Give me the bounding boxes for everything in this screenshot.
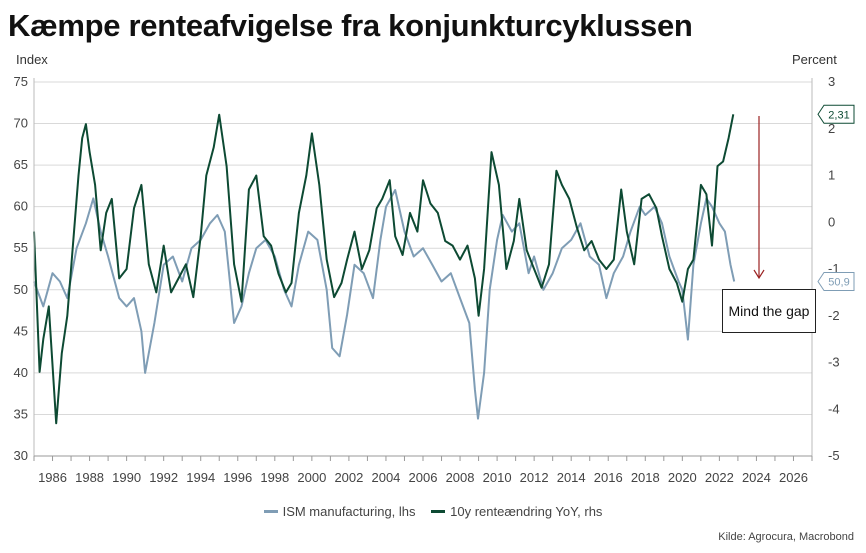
right-tick-label: -4	[828, 401, 840, 416]
left-tick-label: 70	[14, 116, 28, 131]
chart-title: Kæmpe renteafvigelse fra konjunkturcyklu…	[8, 8, 693, 43]
left-tick-label: 55	[14, 240, 28, 255]
rate-end-label-value: 2,31	[828, 109, 849, 121]
x-tick-label: 1986	[38, 470, 67, 485]
ism-end-label-box	[817, 271, 855, 291]
ism-series-line	[33, 189, 736, 420]
legend-label-rate: 10y renteændring YoY, rhs	[450, 504, 603, 519]
right-axis-unit: Percent	[792, 52, 837, 67]
left-tick-label: 65	[14, 157, 28, 172]
rate-end-label-box	[817, 104, 855, 124]
mind-the-gap-box: Mind the gap	[722, 289, 816, 333]
legend-item-ism: ISM manufacturing, lhs	[263, 504, 416, 519]
left-tick-label: 50	[14, 282, 28, 297]
left-tick-label: 75	[14, 74, 28, 89]
x-tick-label: 1994	[186, 470, 215, 485]
right-tick-label: 3	[828, 74, 835, 89]
x-tick-label: 2004	[371, 470, 400, 485]
x-tick-label: 1996	[223, 470, 252, 485]
legend-item-rate: 10y renteændring YoY, rhs	[431, 504, 602, 519]
right-tick-label: -3	[828, 355, 840, 370]
legend-swatch-rate	[431, 510, 446, 513]
ism-end-label-value: 50,9	[828, 276, 849, 288]
right-tick-label: 2	[828, 121, 835, 136]
x-tick-label: 1992	[149, 470, 178, 485]
series-lines	[33, 113, 736, 425]
x-tick-label: 1990	[112, 470, 141, 485]
right-tick-label: -5	[828, 448, 840, 463]
left-tick-label: 30	[14, 448, 28, 463]
x-tick-label: 2022	[705, 470, 734, 485]
x-tick-label: 2008	[446, 470, 475, 485]
rate-series-line	[33, 113, 735, 425]
right-tick-label: 0	[828, 214, 835, 229]
gap-arrow-head	[753, 269, 765, 280]
x-tick-label: 2018	[631, 470, 660, 485]
x-tick-label: 2024	[742, 470, 771, 485]
x-tick-label: 2026	[779, 470, 808, 485]
x-tick-label: 2006	[409, 470, 438, 485]
right-tick-label: 1	[828, 168, 835, 183]
legend: ISM manufacturing, lhs 10y renteændring …	[0, 501, 866, 519]
x-tick-label: 1998	[260, 470, 289, 485]
left-tick-label: 45	[14, 323, 28, 338]
right-tick-label: -2	[828, 308, 840, 323]
left-tick-label: 40	[14, 365, 28, 380]
legend-swatch-ism	[263, 510, 278, 513]
x-tick-label: 2000	[297, 470, 326, 485]
x-tick-label: 2010	[483, 470, 512, 485]
annotations: 2,31 50,9	[753, 104, 855, 291]
x-tick-label: 2016	[594, 470, 623, 485]
right-tick-label: -1	[828, 261, 840, 276]
x-tick-label: 2012	[520, 470, 549, 485]
x-tick-label: 2020	[668, 470, 697, 485]
x-tick-label: 1988	[75, 470, 104, 485]
x-tick-label: 2002	[334, 470, 363, 485]
source-note: Kilde: Agrocura, Macrobond	[718, 531, 854, 543]
axes: 30 35 40 45 50 55 60 65 70 75 -5 -4 -3 -2 -1 0 1 2 3 1986 19…	[14, 74, 840, 485]
left-axis-unit: Index	[16, 52, 48, 67]
left-tick-label: 60	[14, 199, 28, 214]
legend-label-ism: ISM manufacturing, lhs	[282, 504, 416, 519]
x-tick-label: 2014	[557, 470, 586, 485]
left-tick-label: 35	[14, 406, 28, 421]
